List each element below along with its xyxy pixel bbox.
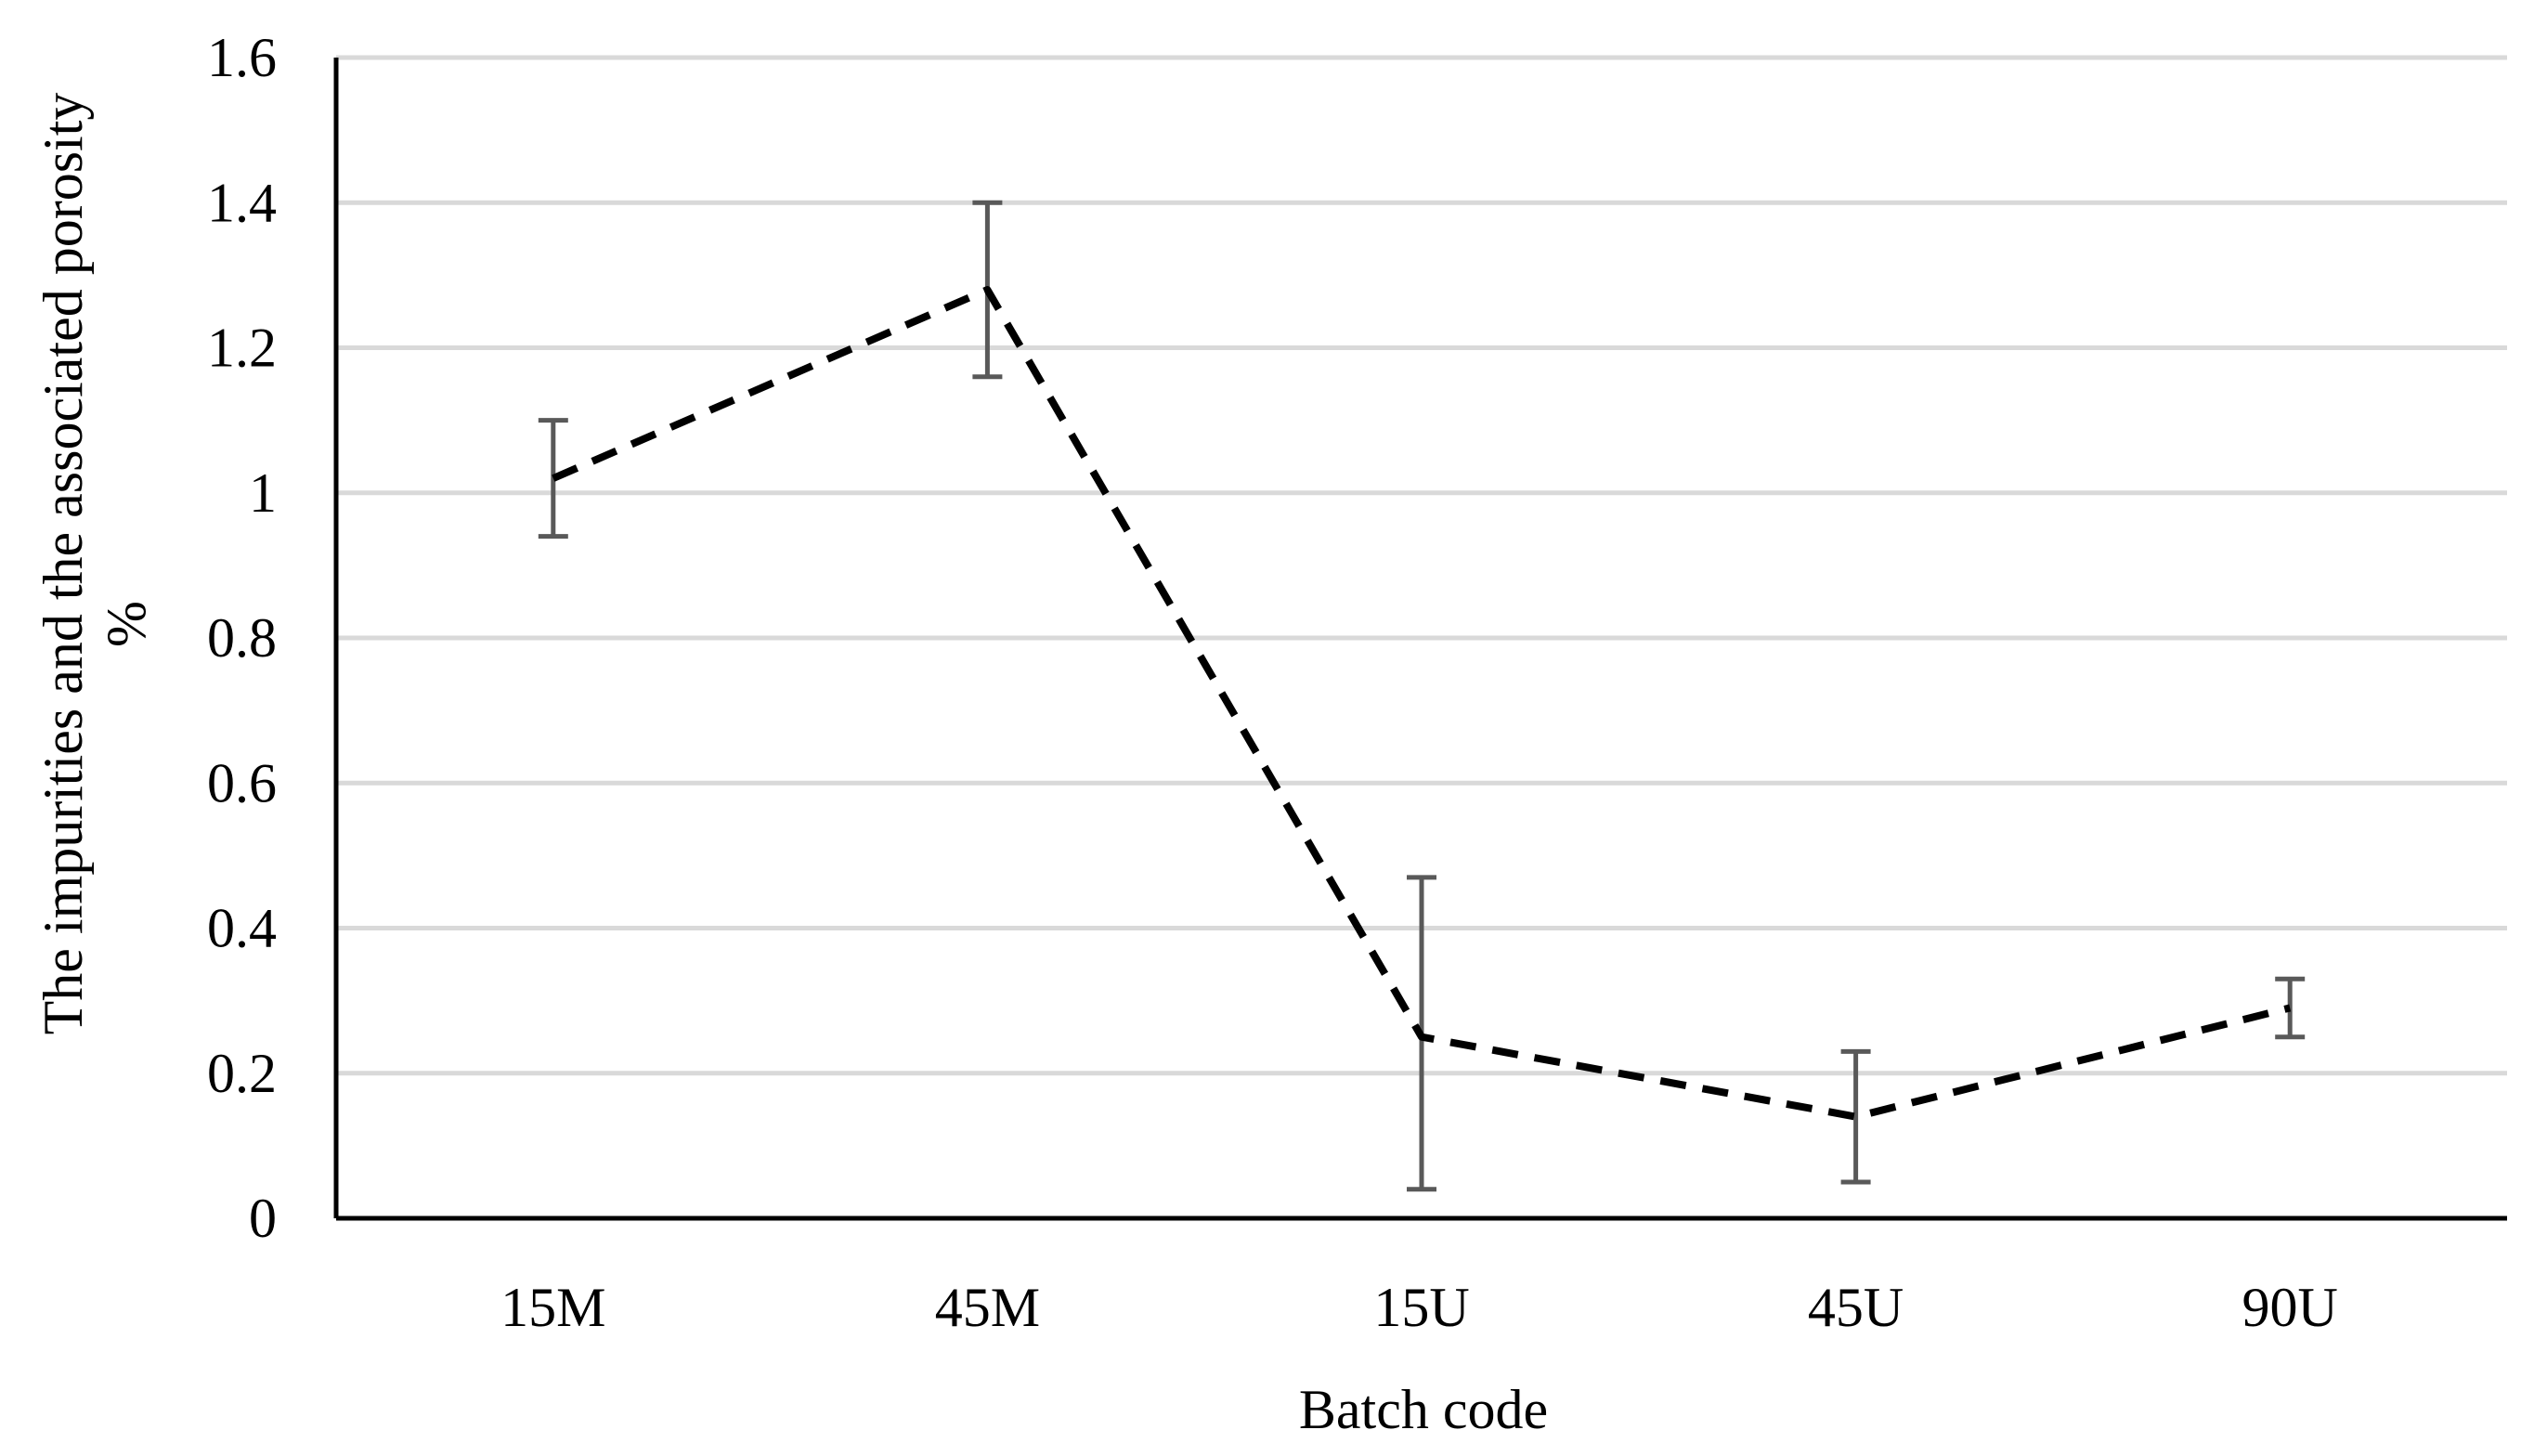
y-axis-title-line-1: The impurities and the associated porosi… <box>32 93 94 1035</box>
gridlines <box>336 55 2507 1076</box>
y-tick-label: 1.2 <box>207 318 277 379</box>
series-line <box>552 286 2292 1121</box>
x-tick-label: 45M <box>935 1277 1040 1338</box>
x-axis-ticks: 15M 45M 15U 45U 90U <box>500 1277 2338 1338</box>
x-tick-label: 15M <box>500 1277 605 1338</box>
error-bars <box>538 200 2306 1192</box>
y-tick-label: 1.4 <box>207 172 277 233</box>
y-axis-title-line-2: % <box>96 601 157 647</box>
series-lines <box>552 286 2292 1121</box>
y-tick-label: 0.8 <box>207 607 277 669</box>
y-axis-ticks: 0 0.2 0.4 0.6 0.8 1 1.2 1.4 1.6 <box>207 27 277 1249</box>
y-tick-label: 1 <box>249 462 277 524</box>
y-tick-label: 0.6 <box>207 752 277 813</box>
x-axis-title: Batch code <box>1299 1379 1548 1440</box>
y-tick-label: 0.2 <box>207 1043 277 1104</box>
y-tick-label: 0.4 <box>207 898 277 959</box>
error-bar <box>1840 1048 1871 1185</box>
x-tick-label: 15U <box>1373 1277 1469 1338</box>
y-tick-label: 1.6 <box>207 27 277 88</box>
y-tick-label: 0 <box>249 1188 277 1249</box>
x-tick-label: 45U <box>1808 1277 1904 1338</box>
x-tick-label: 90U <box>2242 1277 2338 1338</box>
